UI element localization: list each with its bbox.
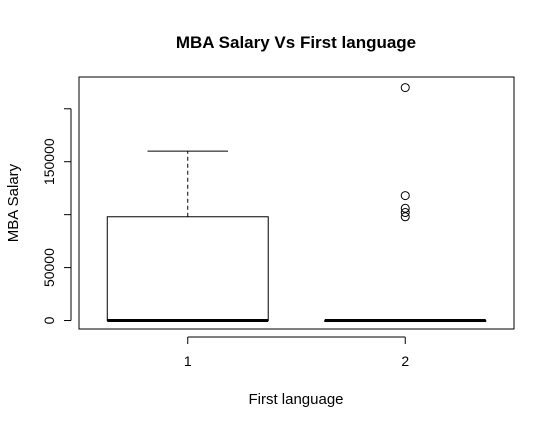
box-group-2 [324,83,487,323]
outlier-point [400,191,410,201]
x-tick-label: 2 [401,353,409,369]
y-tick-label: 50000 [41,248,57,287]
y-axis: 0 50000 150000 [41,108,72,324]
y-tick-label: 150000 [41,138,57,185]
chart-title: MBA Salary Vs First language [176,33,416,52]
plot-frame [78,76,515,330]
box-group-1 [106,150,269,323]
box [106,216,269,322]
outlier-point [400,212,410,222]
y-tick-label: 0 [41,316,57,324]
x-axis-label: First language [248,391,343,408]
y-axis-label: MBA Salary [5,163,22,242]
outlier-point [400,83,410,93]
x-tick-label: 1 [184,353,192,369]
outlier-point [400,208,410,218]
boxes [106,83,487,323]
